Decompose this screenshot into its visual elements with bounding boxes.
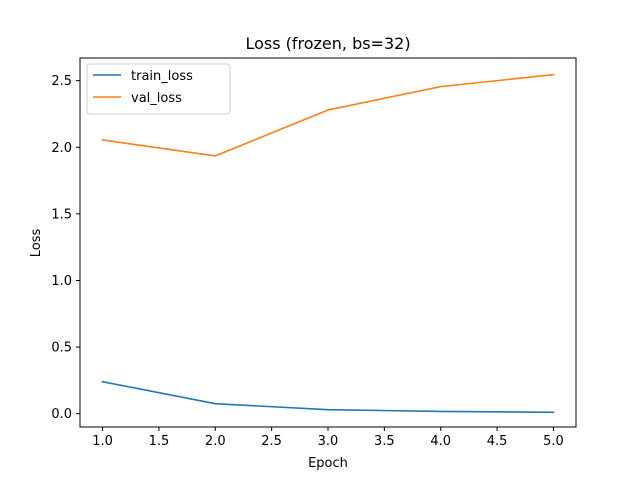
y-axis-label: Loss	[29, 229, 44, 258]
legend-label-train-loss: train_loss	[131, 69, 193, 84]
x-tick-label: 5.0	[543, 434, 564, 449]
y-tick-label: 1.5	[51, 207, 72, 222]
y-tick-label: 0.5	[51, 341, 72, 356]
legend-box	[86, 63, 231, 115]
x-tick-label: 3.5	[374, 434, 395, 449]
plot-area	[101, 73, 555, 414]
y-tick-label: 0.0	[51, 407, 72, 422]
legend-label-val-loss: val_loss	[131, 91, 182, 106]
y-tick-label: 1.0	[51, 274, 72, 289]
x-tick-label: 4.5	[487, 434, 508, 449]
chart-title: Loss (frozen, bs=32)	[245, 34, 410, 53]
y-tick-label: 2.5	[51, 74, 72, 89]
x-tick-label: 2.5	[261, 434, 282, 449]
x-tick-label: 3.0	[318, 434, 339, 449]
y-tick-label: 2.0	[51, 141, 72, 156]
axes-frame	[79, 57, 577, 428]
x-axis-label: Epoch	[308, 456, 348, 471]
x-tick-label: 2.0	[205, 434, 226, 449]
x-tick-label: 1.5	[149, 434, 170, 449]
legend: train_loss val_loss	[86, 63, 231, 115]
x-tick-label: 4.0	[430, 434, 451, 449]
axis-ticks: 1.0 1.5 2.0 2.5 3.0 3.5 4.0 4.5 5.0 0.0 0.5 1.0 1.5 2…	[51, 74, 563, 449]
x-tick-label: 1.0	[92, 434, 113, 449]
